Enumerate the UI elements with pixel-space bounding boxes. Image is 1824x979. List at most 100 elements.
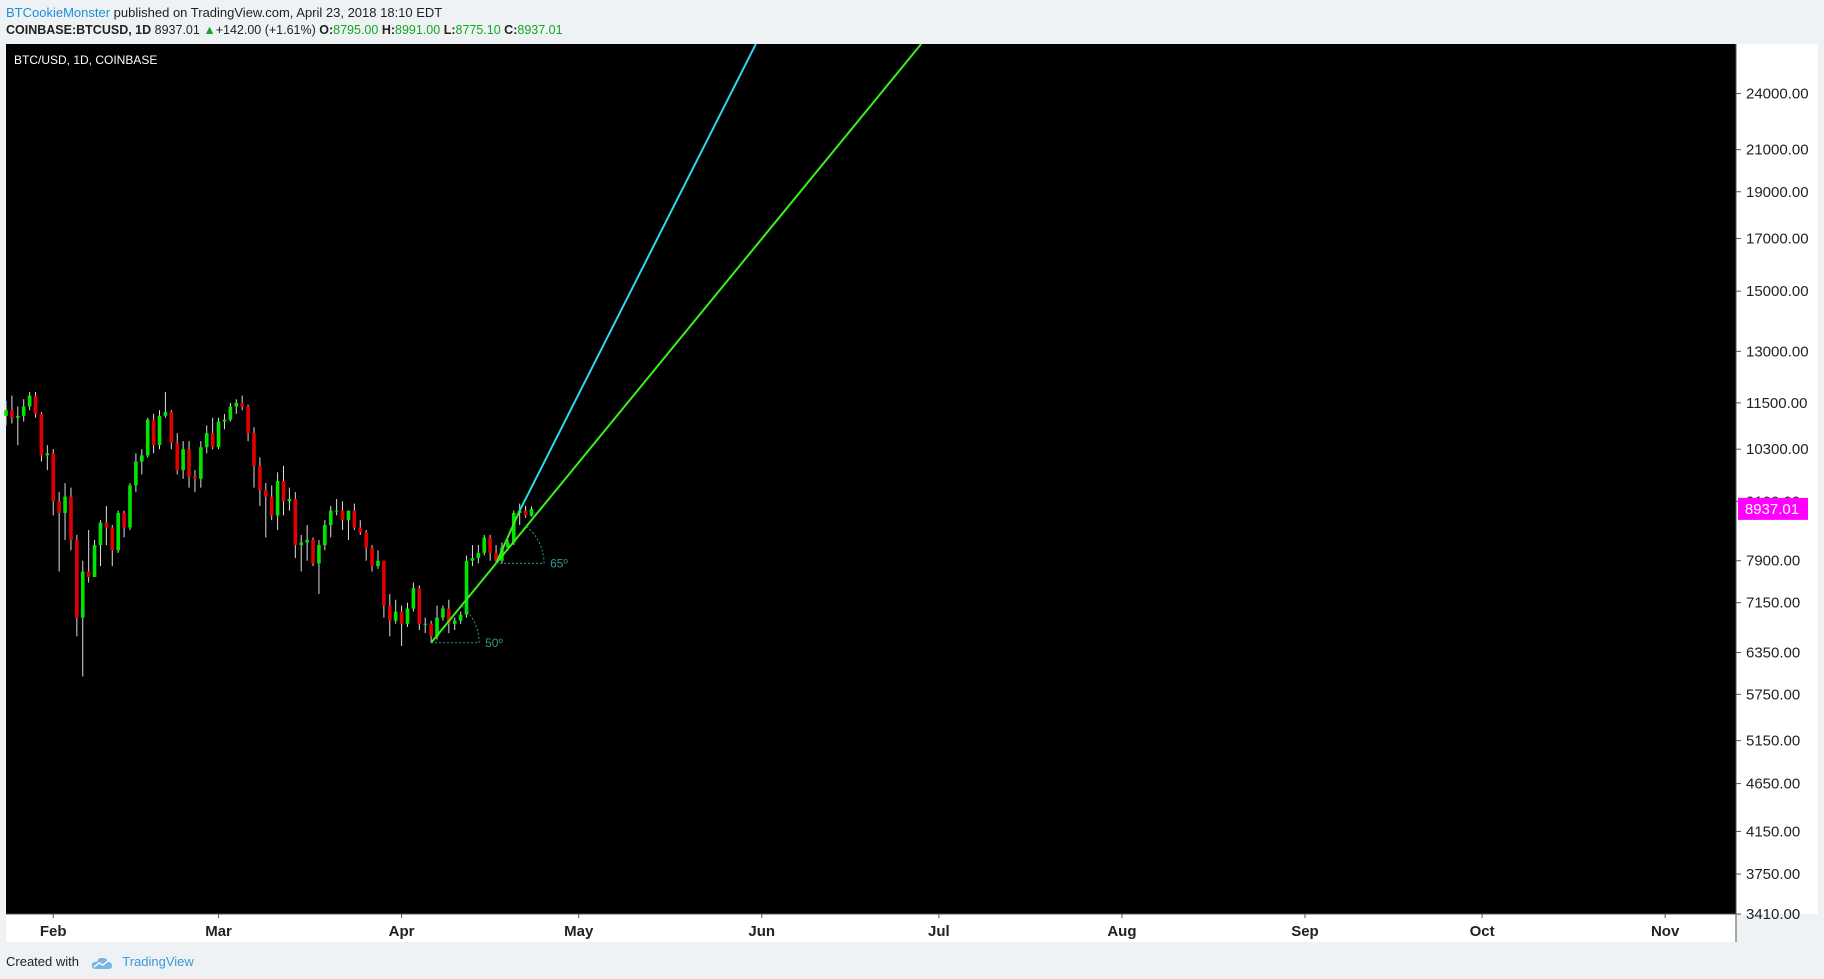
- high-label: H:: [381, 23, 396, 37]
- open-label: O:: [319, 23, 334, 37]
- candle-body: [216, 421, 221, 448]
- y-tick-label: 4150.00: [1746, 823, 1800, 840]
- candle: [110, 525, 115, 567]
- candle: [57, 492, 61, 572]
- x-tick-label: Oct: [1470, 923, 1495, 940]
- y-tick-label: 21000.00: [1746, 142, 1809, 159]
- candle-body: [145, 419, 150, 456]
- candle-body: [246, 406, 250, 434]
- angle-annotation[interactable]: 65º: [496, 525, 568, 570]
- candle: [488, 534, 492, 561]
- y-tick-label: 15000.00: [1746, 283, 1809, 300]
- candle-body: [387, 605, 392, 621]
- candle: [281, 465, 286, 516]
- candle: [204, 425, 209, 454]
- x-tick-label: Apr: [389, 923, 415, 940]
- candle-body: [86, 571, 91, 578]
- candle-body: [33, 395, 38, 414]
- plot-area[interactable]: [6, 44, 1736, 914]
- candle-body: [523, 510, 528, 516]
- candle-body: [311, 539, 315, 564]
- candle-body: [293, 498, 298, 546]
- y-tick-label: 5750.00: [1746, 686, 1800, 703]
- candle: [423, 617, 428, 634]
- candle-body: [447, 608, 451, 624]
- candle: [157, 410, 162, 450]
- tradingview-cloud-icon[interactable]: [91, 956, 113, 970]
- candle: [470, 545, 475, 567]
- candle-body: [458, 614, 463, 621]
- y-tick-label: 19000.00: [1746, 184, 1809, 201]
- candle: [252, 427, 256, 488]
- candle-body: [104, 522, 109, 528]
- candle: [140, 449, 144, 475]
- candle-body: [370, 547, 374, 567]
- candle-body: [80, 571, 85, 618]
- x-tick-label: Nov: [1651, 923, 1680, 940]
- candle-body: [452, 620, 457, 624]
- trend-line[interactable]: [495, 510, 521, 564]
- angle-arc: [460, 604, 480, 643]
- candle: [529, 506, 534, 517]
- candle-body: [299, 542, 304, 546]
- candle: [92, 539, 97, 578]
- candle: [494, 545, 498, 564]
- candle-body: [75, 539, 79, 618]
- candle: [258, 457, 262, 506]
- candle: [51, 449, 56, 516]
- candle: [163, 392, 168, 418]
- y-tick-label: 3750.00: [1746, 866, 1800, 883]
- candle-body: [51, 453, 56, 502]
- candle-body: [399, 611, 404, 624]
- candle-body: [482, 537, 487, 553]
- candle: [4, 401, 8, 426]
- y-tick-label: 7900.00: [1746, 553, 1800, 570]
- candle: [523, 505, 528, 518]
- candle-body: [429, 623, 433, 637]
- candle: [75, 534, 79, 637]
- candle: [240, 395, 244, 411]
- trend-line[interactable]: [430, 44, 922, 644]
- candle-body: [328, 510, 333, 526]
- candle: [193, 470, 197, 493]
- trend-line[interactable]: [518, 44, 757, 512]
- x-tick-label: Feb: [40, 923, 67, 940]
- time-axis[interactable]: [6, 914, 1736, 942]
- author-link[interactable]: BTCookieMonster: [6, 5, 111, 20]
- candle: [464, 555, 469, 618]
- created-with-text: Created with: [6, 954, 79, 969]
- candle-body: [376, 560, 380, 567]
- candle: [293, 492, 298, 559]
- candle: [86, 529, 91, 583]
- candle: [222, 413, 227, 430]
- candle: [287, 487, 292, 511]
- candle-body: [340, 510, 345, 521]
- candle: [169, 410, 174, 450]
- candle-body: [281, 480, 286, 502]
- candle-body: [305, 539, 309, 543]
- tradingview-link[interactable]: TradingView: [122, 954, 194, 969]
- candle: [441, 605, 445, 621]
- candle: [151, 413, 156, 454]
- candle-body: [417, 588, 422, 624]
- candle: [352, 503, 357, 530]
- x-tick-label: May: [564, 923, 594, 940]
- candle-body: [364, 532, 368, 548]
- candle-body: [4, 410, 8, 416]
- candle: [134, 453, 138, 493]
- price-axis[interactable]: [1736, 44, 1818, 914]
- angle-annotation[interactable]: 50º: [431, 604, 503, 650]
- candle-body: [275, 480, 280, 516]
- up-arrow-icon: ▲: [203, 23, 216, 37]
- y-tick-label: 4650.00: [1746, 776, 1800, 793]
- candle: [452, 617, 457, 631]
- candle: [275, 472, 280, 530]
- x-tick-label: Mar: [205, 923, 232, 940]
- candle-body: [334, 510, 339, 512]
- candle: [263, 483, 268, 538]
- candle: [429, 620, 433, 643]
- candle: [305, 525, 309, 561]
- candle: [145, 417, 150, 458]
- y-tick-label: 6350.00: [1746, 645, 1800, 662]
